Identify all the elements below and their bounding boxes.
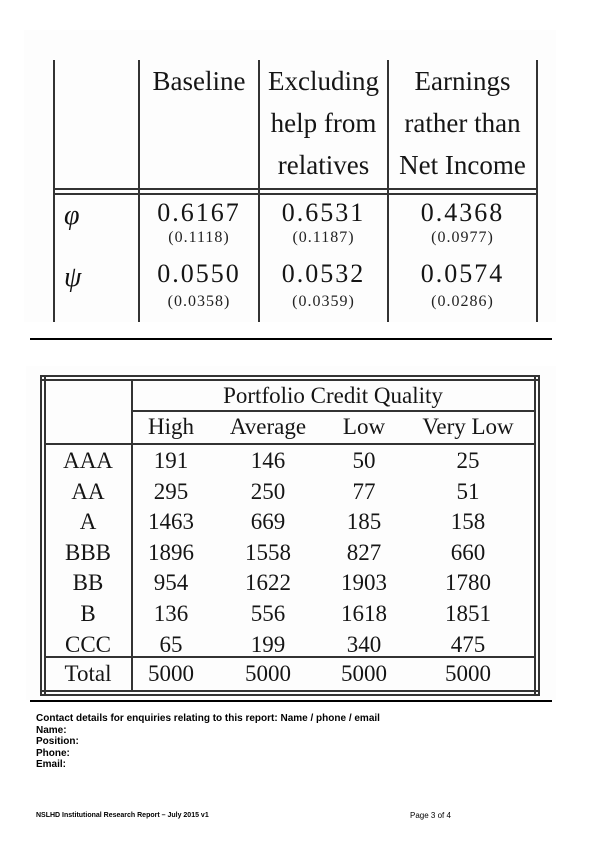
table-rule bbox=[534, 375, 536, 696]
psi-symbol: ψ bbox=[64, 262, 81, 294]
table-cell: 660 bbox=[402, 537, 534, 568]
table-cell: 25 bbox=[402, 445, 534, 476]
table-cell: 954 bbox=[132, 567, 210, 598]
row-label: BBB bbox=[44, 537, 132, 568]
footer-report-title: NSLHD Institutional Research Report – Ju… bbox=[36, 812, 209, 819]
row-label: CCC bbox=[44, 629, 132, 660]
table-rule bbox=[53, 193, 537, 195]
table-rule bbox=[40, 694, 540, 696]
row-label: BB bbox=[44, 567, 132, 598]
table-cell: 0.6531 bbox=[260, 198, 387, 228]
standard-error: (0.0359) bbox=[260, 293, 387, 311]
table-cell: 185 bbox=[326, 506, 402, 537]
table-cell: 1903 bbox=[326, 567, 402, 598]
table-cell: 65 bbox=[132, 629, 210, 660]
contact-heading: Contact details for enquiries relating t… bbox=[36, 713, 380, 725]
row-label: B bbox=[44, 598, 132, 629]
table-cell: 1780 bbox=[402, 567, 534, 598]
table-rule bbox=[40, 375, 540, 377]
table-cell: 0.6167 bbox=[140, 198, 258, 228]
section-divider bbox=[30, 700, 552, 702]
table-cell: 827 bbox=[326, 537, 402, 568]
column-header-average: Average bbox=[210, 411, 326, 442]
total-cell: 5000 bbox=[210, 658, 326, 689]
total-label: Total bbox=[44, 658, 132, 689]
table-cell: 51 bbox=[402, 476, 534, 507]
row-label: A bbox=[44, 506, 132, 537]
table-cell: 1851 bbox=[402, 598, 534, 629]
contact-phone-label: Phone: bbox=[36, 748, 380, 760]
table-rule bbox=[536, 60, 538, 322]
table-cell: 1622 bbox=[210, 567, 326, 598]
header-baseline: Baseline bbox=[140, 60, 258, 102]
group-header: Portfolio Credit Quality bbox=[132, 380, 534, 411]
contact-position-label: Position: bbox=[36, 736, 380, 748]
table-cell: 199 bbox=[210, 629, 326, 660]
table-rule bbox=[40, 690, 540, 692]
page-number: Page 3 of 4 bbox=[410, 811, 451, 820]
table-cell: 77 bbox=[326, 476, 402, 507]
table-rule bbox=[40, 375, 42, 696]
table-cell: 0.0532 bbox=[260, 259, 387, 289]
column-header-high: High bbox=[132, 411, 210, 442]
column-header-low: Low bbox=[326, 411, 402, 442]
table-cell: 158 bbox=[402, 506, 534, 537]
table-cell: 250 bbox=[210, 476, 326, 507]
standard-error: (0.0358) bbox=[140, 293, 258, 311]
contact-name-label: Name: bbox=[36, 725, 380, 737]
table-cell: 475 bbox=[402, 629, 534, 660]
contact-email-label: Email: bbox=[36, 759, 380, 771]
standard-error: (0.0286) bbox=[389, 293, 536, 311]
standard-error: (0.0977) bbox=[389, 229, 536, 247]
table-cell: 191 bbox=[132, 445, 210, 476]
header-excluding-help: Excluding help from relatives bbox=[260, 60, 387, 186]
total-cell: 5000 bbox=[402, 658, 534, 689]
row-label: AA bbox=[44, 476, 132, 507]
contact-details: Contact details for enquiries relating t… bbox=[36, 713, 380, 771]
total-cell: 5000 bbox=[326, 658, 402, 689]
estimates-table: Baseline Excluding help from relatives E… bbox=[24, 30, 556, 322]
table-rule bbox=[53, 188, 537, 190]
table-cell: 556 bbox=[210, 598, 326, 629]
table-cell: 0.0550 bbox=[140, 259, 258, 289]
section-divider bbox=[30, 338, 552, 340]
row-label: AAA bbox=[44, 445, 132, 476]
table-cell: 295 bbox=[132, 476, 210, 507]
table-cell: 669 bbox=[210, 506, 326, 537]
table-cell: 1463 bbox=[132, 506, 210, 537]
table-cell: 0.4368 bbox=[389, 198, 536, 228]
table-cell: 50 bbox=[326, 445, 402, 476]
phi-symbol: φ bbox=[64, 200, 80, 232]
table-rule bbox=[538, 375, 540, 696]
column-header-very-low: Very Low bbox=[402, 411, 534, 442]
table-cell: 1618 bbox=[326, 598, 402, 629]
table-cell: 1558 bbox=[210, 537, 326, 568]
credit-quality-table: Portfolio Credit Quality High Average Lo… bbox=[26, 366, 556, 700]
total-cell: 5000 bbox=[132, 658, 210, 689]
table-cell: 340 bbox=[326, 629, 402, 660]
table-cell: 1896 bbox=[132, 537, 210, 568]
standard-error: (0.1118) bbox=[140, 229, 258, 247]
table-cell: 136 bbox=[132, 598, 210, 629]
table-rule bbox=[53, 60, 55, 322]
standard-error: (0.1187) bbox=[260, 229, 387, 247]
table-cell: 146 bbox=[210, 445, 326, 476]
table-cell: 0.0574 bbox=[389, 259, 536, 289]
header-earnings: Earnings rather than Net Income bbox=[389, 60, 536, 186]
